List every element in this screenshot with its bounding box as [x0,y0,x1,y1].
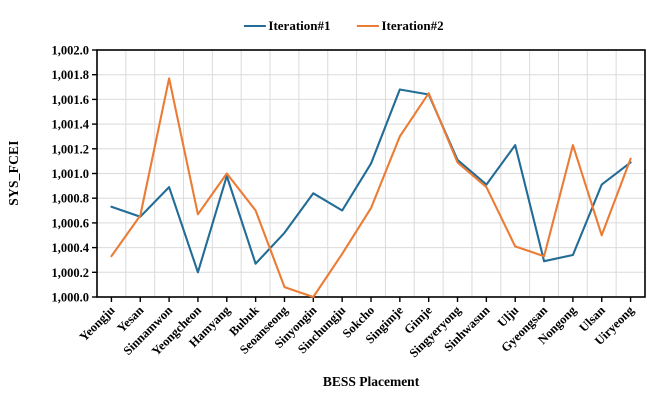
x-axis-title: BESS Placement [322,374,420,389]
y-tick-label: 1,000.2 [52,266,90,280]
y-tick-label: 1,001.0 [52,167,90,181]
y-tick-label: 1,001.6 [52,93,90,107]
y-tick-label: 1,000.6 [52,216,90,230]
y-tick-label: 1,002.0 [52,44,90,58]
legend-item-iteration2: Iteration#2 [356,18,444,34]
series-line-iteration-1 [110,88,632,274]
y-tick-label: 1,000.8 [52,192,90,206]
legend-label-iteration2: Iteration#2 [381,18,444,33]
series-line-iteration-2 [110,77,632,299]
x-category-label: Yeongju [77,303,118,344]
y-tick-label: 1,001.2 [52,142,90,156]
y-tick-label: 1,000.0 [52,291,90,305]
y-axis-title: SYS_FCEI [6,140,21,206]
y-tick-label: 1,001.8 [52,68,90,82]
legend-item-iteration1: Iteration#1 [243,18,331,34]
y-tick-label: 1,001.4 [52,118,90,132]
legend-label-iteration1: Iteration#1 [268,18,331,33]
legend-line-swatch-iteration2 [356,24,379,28]
chart-legend: Iteration#1 Iteration#2 [243,18,444,34]
y-tick-label: 1,000.4 [52,241,90,255]
legend-line-swatch-iteration1 [243,24,266,28]
